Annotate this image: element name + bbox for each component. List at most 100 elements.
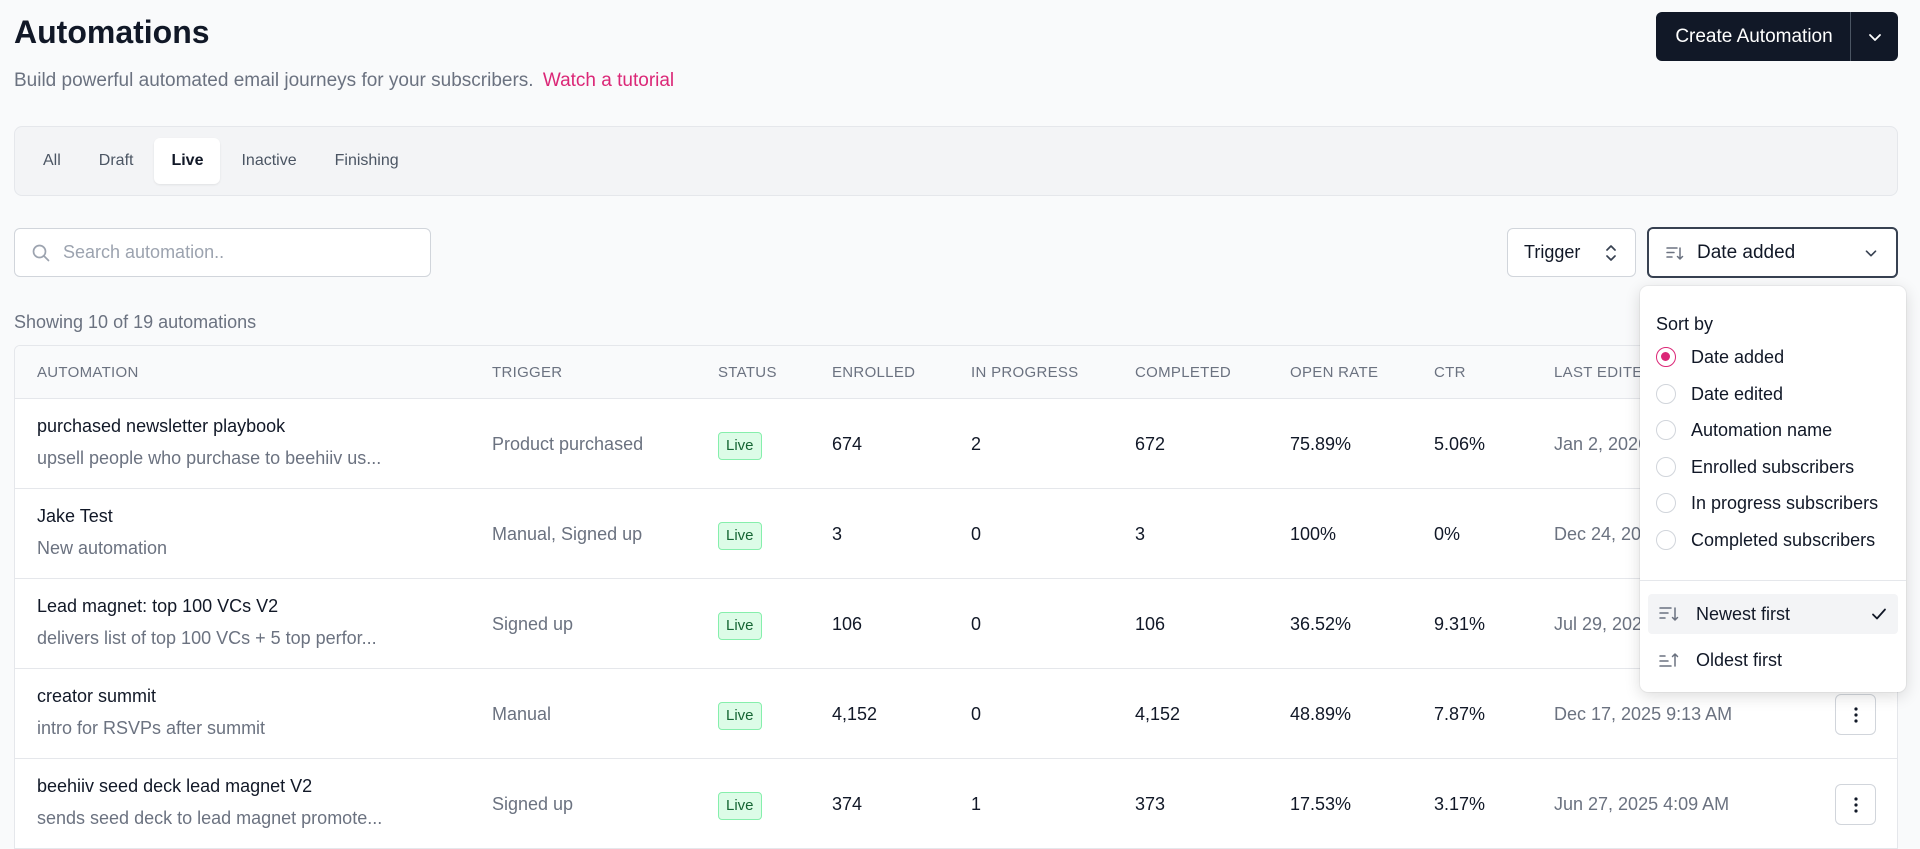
automation-name[interactable]: purchased newsletter playbook <box>37 416 286 436</box>
sort-option-label: Automation name <box>1691 419 1833 440</box>
tab-inactive[interactable]: Inactive <box>241 152 297 169</box>
status-badge: Live <box>718 612 762 640</box>
radio-unselected[interactable] <box>1656 420 1676 440</box>
search-icon <box>32 244 50 261</box>
sort-option-completed[interactable]: Completed subscribers <box>1656 525 1875 555</box>
create-options-dropdown-button[interactable] <box>1850 12 1898 61</box>
sort-option-enrolled[interactable]: Enrolled subscribers <box>1656 452 1854 482</box>
menu-divider <box>1640 580 1906 581</box>
automation-description: sends seed deck to lead magnet promote..… <box>37 808 383 828</box>
automation-description: intro for RSVPs after summit <box>37 718 266 738</box>
enrolled-cell: 374 <box>832 794 863 814</box>
checkmark-icon <box>1872 608 1886 620</box>
enrolled-cell: 106 <box>832 614 863 634</box>
chevron-down-icon <box>1868 33 1881 41</box>
search-input[interactable] <box>63 242 403 263</box>
in-progress-cell: 0 <box>971 524 982 544</box>
automation-description: upsell people who purchase to beehiiv us… <box>37 448 382 468</box>
status-badge: Live <box>718 792 762 820</box>
sort-option-label: In progress subscribers <box>1691 492 1879 513</box>
in-progress-cell: 1 <box>971 794 982 814</box>
completed-cell: 672 <box>1135 434 1166 454</box>
status-badge: Live <box>718 522 762 550</box>
radio-unselected[interactable] <box>1656 384 1676 404</box>
ctr-cell: 9.31% <box>1434 614 1486 634</box>
sort-option-in-progress[interactable]: In progress subscribers <box>1656 488 1878 518</box>
automations-table: AUTOMATION TRIGGER STATUS ENROLLED IN PR… <box>14 345 1898 849</box>
column-header-trigger[interactable]: TRIGGER <box>492 364 563 381</box>
table-row[interactable]: Lead magnet: top 100 VCs V2 delivers lis… <box>15 579 1897 669</box>
column-header-automation[interactable]: AUTOMATION <box>37 364 139 381</box>
more-vertical-icon <box>1853 796 1858 813</box>
sort-option-automation-name[interactable]: Automation name <box>1656 415 1832 445</box>
last-edited-cell: Dec 24, 2025 <box>1554 524 1662 544</box>
sort-option-date-edited[interactable]: Date edited <box>1656 379 1783 409</box>
last-edited-cell: Jul 29, 2025 <box>1554 614 1653 634</box>
open-rate-cell: 36.52% <box>1290 614 1352 634</box>
automation-description: New automation <box>37 538 168 558</box>
sort-option-date-added[interactable]: Date added <box>1656 342 1784 372</box>
trigger-filter-button[interactable]: Trigger <box>1507 228 1636 277</box>
sort-menu-title: Sort by <box>1656 314 1714 334</box>
in-progress-cell: 0 <box>971 704 982 724</box>
column-header-enrolled[interactable]: ENROLLED <box>832 364 916 381</box>
chevron-down-icon <box>1865 249 1877 257</box>
table-header: AUTOMATION TRIGGER STATUS ENROLLED IN PR… <box>15 346 1897 399</box>
enrolled-cell: 674 <box>832 434 863 454</box>
watch-tutorial-link[interactable]: Watch a tutorial <box>542 70 675 91</box>
radio-unselected[interactable] <box>1656 493 1676 513</box>
column-header-status[interactable]: STATUS <box>718 364 777 381</box>
row-actions-button[interactable] <box>1835 784 1876 825</box>
column-header-ctr[interactable]: CTR <box>1434 364 1466 381</box>
ctr-cell: 3.17% <box>1434 794 1486 814</box>
column-header-completed[interactable]: COMPLETED <box>1135 364 1232 381</box>
ctr-cell: 7.87% <box>1434 704 1486 724</box>
more-vertical-icon <box>1853 706 1858 723</box>
automation-name[interactable]: beehiiv seed deck lead magnet V2 <box>37 776 313 796</box>
order-label: Newest first <box>1696 603 1791 624</box>
trigger-cell: Signed up <box>492 614 574 634</box>
row-actions-button[interactable] <box>1835 694 1876 735</box>
tab-draft[interactable]: Draft <box>98 152 134 169</box>
order-oldest-first[interactable]: Oldest first <box>1648 640 1898 680</box>
radio-unselected[interactable] <box>1656 457 1676 477</box>
results-count: Showing 10 of 19 automations <box>14 312 257 332</box>
radio-selected[interactable] <box>1656 347 1676 367</box>
status-badge: Live <box>718 702 762 730</box>
sort-menu: Sort by Date added Date edited Automatio… <box>1640 286 1906 692</box>
completed-cell: 4,152 <box>1135 704 1181 724</box>
automation-name[interactable]: creator summit <box>37 686 157 706</box>
table-row[interactable]: creator summit intro for RSVPs after sum… <box>15 669 1897 759</box>
last-edited-cell: Jan 2, 2026 <box>1554 434 1649 454</box>
column-header-open-rate[interactable]: OPEN RATE <box>1290 364 1379 381</box>
radio-unselected[interactable] <box>1656 530 1676 550</box>
in-progress-cell: 0 <box>971 614 982 634</box>
table-row[interactable]: purchased newsletter playbook upsell peo… <box>15 399 1897 489</box>
table-row[interactable]: beehiiv seed deck lead magnet V2 sends s… <box>15 759 1897 849</box>
column-header-last-edited[interactable]: LAST EDITE <box>1554 364 1643 381</box>
trigger-cell: Manual, Signed up <box>492 524 643 544</box>
automation-description: delivers list of top 100 VCs + 5 top per… <box>37 628 377 648</box>
sort-option-label: Completed subscribers <box>1691 529 1876 550</box>
automation-name[interactable]: Jake Test <box>37 506 113 526</box>
open-rate-cell: 75.89% <box>1290 434 1352 454</box>
trigger-cell: Manual <box>492 704 552 724</box>
status-badge: Live <box>718 432 762 460</box>
order-label: Oldest first <box>1696 649 1783 670</box>
ctr-cell: 0% <box>1434 524 1461 544</box>
trigger-cell: Product purchased <box>492 434 644 454</box>
trigger-filter-label: Trigger <box>1524 242 1581 262</box>
completed-cell: 3 <box>1135 524 1146 544</box>
tab-finishing[interactable]: Finishing <box>334 152 399 169</box>
tab-live[interactable]: Live <box>154 138 221 184</box>
sort-dropdown-button[interactable]: Date added <box>1647 227 1898 278</box>
tab-all[interactable]: All <box>43 152 61 169</box>
sort-descending-icon <box>1659 607 1679 621</box>
create-automation-button[interactable]: Create Automation <box>1675 25 1833 47</box>
automation-name[interactable]: Lead magnet: top 100 VCs V2 <box>37 596 279 616</box>
column-header-in-progress[interactable]: IN PROGRESS <box>971 364 1079 381</box>
page-subtitle: Build powerful automated email journeys … <box>14 70 674 92</box>
table-row[interactable]: Jake Test New automation Manual, Signed … <box>15 489 1897 579</box>
completed-cell: 373 <box>1135 794 1166 814</box>
order-newest-first[interactable]: Newest first <box>1648 594 1898 634</box>
